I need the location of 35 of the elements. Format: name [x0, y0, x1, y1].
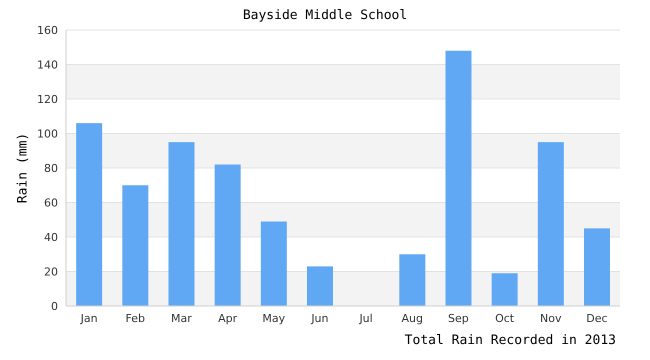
y-tick-label: 40 — [44, 230, 58, 244]
bar — [584, 228, 610, 306]
x-tick-label: Jul — [358, 312, 373, 325]
y-tick-label: 100 — [37, 127, 58, 140]
bar — [538, 142, 564, 306]
x-tick-label: Nov — [540, 312, 562, 325]
x-tick-label: Feb — [126, 312, 145, 325]
bar — [306, 266, 333, 306]
x-tick-label: Apr — [218, 312, 238, 325]
bar — [399, 254, 426, 306]
y-tick-label: 0 — [51, 300, 58, 313]
bar — [76, 123, 102, 306]
y-tick-label: 80 — [44, 162, 58, 175]
chart-title: Bayside Middle School — [242, 8, 408, 23]
x-tick-label: Mar — [171, 312, 192, 325]
y-tick-label: 120 — [37, 92, 58, 106]
x-tick-label: May — [262, 312, 286, 325]
y-tick-label: 20 — [44, 265, 58, 278]
bar — [492, 273, 518, 306]
x-tick-label: Jun — [310, 312, 329, 325]
x-tick-label: Sep — [448, 312, 469, 325]
x-tick-label: Oct — [495, 312, 515, 325]
bar — [445, 50, 472, 306]
y-axis-title: Rain (mm) — [16, 132, 31, 204]
y-tick-label: 60 — [44, 196, 58, 210]
y-tick-label: 140 — [37, 58, 58, 72]
x-tick-label: Jan — [80, 312, 98, 325]
bar — [168, 142, 194, 306]
y-tick-label: 160 — [37, 24, 58, 37]
bar — [122, 185, 148, 306]
x-tick-label: Dec — [586, 312, 608, 325]
bar — [260, 221, 287, 306]
bar — [214, 164, 241, 306]
x-axis-title: Total Rain Recorded in 2013 — [404, 333, 616, 348]
x-tick-label: Aug — [402, 312, 423, 325]
